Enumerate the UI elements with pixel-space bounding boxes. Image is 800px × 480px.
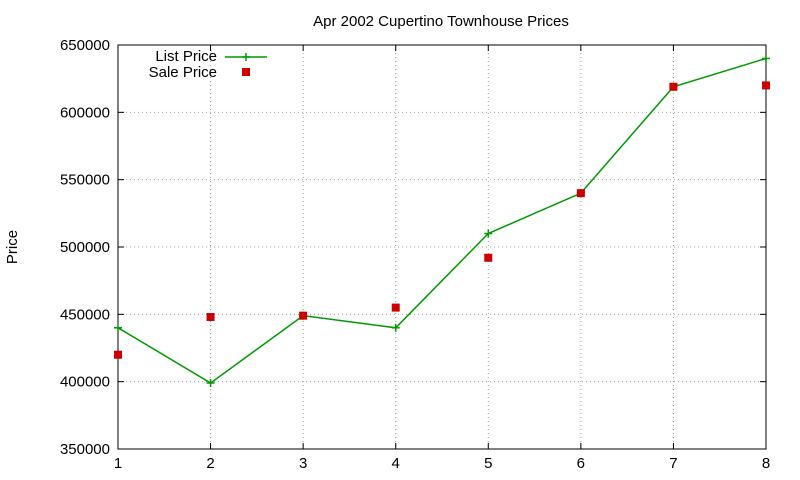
legend: List Price Sale Price	[149, 48, 267, 81]
series-0	[114, 54, 770, 388]
list-price-point	[484, 229, 493, 238]
sale-price-point	[669, 82, 678, 91]
sale-price-point	[391, 303, 400, 312]
y-tick-labels: 350000 400000 450000 500000 550000 600000 6500…	[60, 37, 110, 458]
x-tick-label: 2	[206, 455, 214, 472]
x-tick-label: 8	[762, 455, 770, 472]
grid-lines	[118, 45, 766, 449]
series-1	[114, 81, 770, 359]
list-price-line	[117, 57, 767, 384]
chart-title: Apr 2002 Cupertino Townhouse Prices	[313, 13, 569, 30]
x-tick-label: 3	[299, 455, 307, 472]
y-tick-label: 450000	[60, 306, 110, 323]
sale-price-point	[206, 313, 215, 322]
x-tick-label: 6	[577, 455, 585, 472]
y-axis-label: Price	[4, 230, 21, 264]
sale-price-point	[114, 350, 122, 359]
x-tick-labels: 1 2 3 4 5 6 7 8	[114, 455, 770, 472]
list-price-point	[206, 379, 215, 388]
list-price-point	[114, 323, 122, 332]
y-tick-label: 350000	[60, 441, 110, 458]
x-tick-label: 7	[669, 455, 677, 472]
y-tick-label: 400000	[60, 374, 110, 391]
legend-marker-list-price	[242, 53, 250, 61]
y-tick-label: 650000	[60, 37, 110, 54]
plot-frame	[117, 44, 767, 450]
legend-label-list-price: List Price	[155, 48, 217, 65]
y-tick-label: 600000	[60, 104, 110, 121]
series-layer	[114, 54, 770, 388]
sale-price-point	[576, 189, 585, 198]
legend-swatch-sale-price	[242, 68, 250, 76]
sale-price-point	[299, 311, 308, 320]
list-price-point	[391, 323, 400, 332]
legend-swatches	[225, 53, 267, 76]
legend-label-sale-price: Sale Price	[149, 64, 217, 81]
sale-price-point	[484, 253, 493, 262]
sale-price-point	[762, 81, 770, 90]
list-price-point	[762, 54, 770, 63]
x-tick-label: 4	[392, 455, 400, 472]
y-tick-label: 500000	[60, 239, 110, 256]
x-tick-label: 1	[114, 455, 122, 472]
y-tick-label: 550000	[60, 172, 110, 189]
x-tick-label: 5	[484, 455, 492, 472]
